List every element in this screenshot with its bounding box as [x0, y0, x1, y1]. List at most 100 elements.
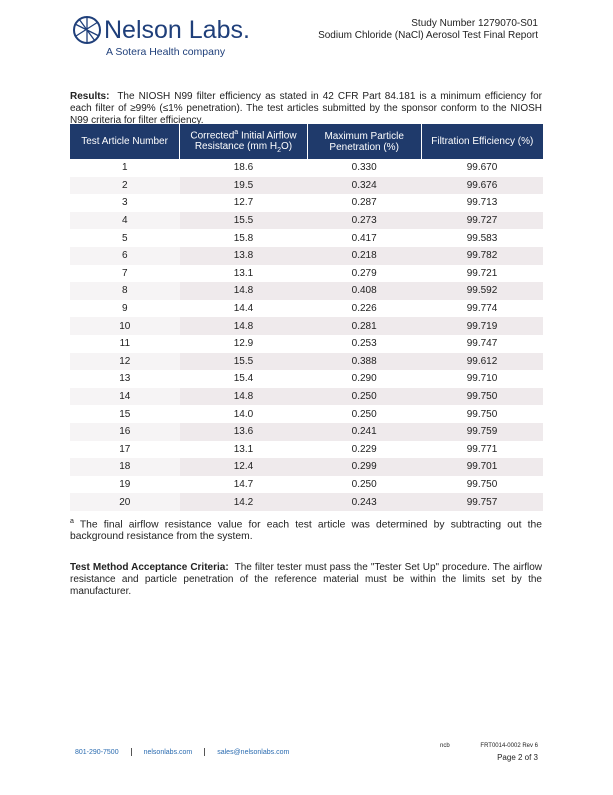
table-cell: 99.719 — [421, 317, 543, 335]
footer-contacts: 801-290-7500 nelsonlabs.com sales@nelsonla… — [75, 748, 289, 756]
header-text: Test Article Number — [81, 136, 168, 147]
table-row: 10 14.8 0.281 99.719 — [70, 317, 543, 335]
table-cell: 13.6 — [179, 422, 308, 441]
study-number: Study Number 1279070-S01 — [411, 18, 538, 29]
logo-text: Nelson Labs. — [104, 16, 250, 44]
criteria-label: Test Method Acceptance Criteria: — [70, 562, 229, 573]
table-cell: 10 — [70, 317, 180, 335]
separator — [130, 748, 132, 756]
table-cell: 0.287 — [351, 197, 377, 209]
table-cell: 4 — [70, 211, 180, 230]
table-row: 18 12.4 0.299 99.701 — [70, 458, 543, 476]
table-cell: 0.229 — [351, 443, 377, 455]
table-cell: 99.583 — [466, 232, 498, 244]
header-text: 2 — [277, 147, 281, 155]
table-row: 15 14.0 0.250 99.750 — [70, 405, 543, 423]
table-cell: 0.218 — [307, 246, 422, 265]
table-cell: 99.670 — [466, 162, 498, 174]
footnote-text: The final airflow resistance value for e… — [70, 519, 542, 543]
table-cell: 20 — [70, 493, 180, 511]
table-cell: 0.250 — [351, 408, 377, 420]
table-cell: 99.592 — [421, 282, 543, 300]
table-cell: 14.8 — [179, 317, 308, 335]
table-row: 7 13.1 0.279 99.721 — [70, 265, 543, 283]
table-row: 13 15.4 0.290 99.710 — [70, 370, 543, 388]
table-cell: 18.6 — [233, 162, 254, 174]
table-row: 3 12.7 0.287 99.713 — [70, 194, 543, 212]
column-header: Correcteda Initial Airflow Resistance (m… — [179, 124, 308, 159]
initials: ncb — [440, 743, 450, 749]
table-row: 12 15.5 0.388 99.612 — [70, 352, 543, 371]
column-header: Test Article Number — [70, 124, 180, 159]
header-text: O) — [280, 141, 293, 153]
table-row: 11 12.9 0.253 99.747 — [70, 335, 543, 353]
table-row: 16 13.6 0.241 99.759 — [70, 422, 543, 441]
header-text: Filtration Efficiency (%) — [431, 136, 534, 147]
separator — [204, 748, 206, 756]
table-cell: 19 — [119, 478, 131, 490]
results-text: The NIOSH N99 filter efficiency as state… — [70, 91, 542, 126]
table-cell: 0.330 — [351, 162, 377, 174]
table-row: 2 19.5 0.324 99.676 — [70, 176, 543, 195]
table-cell: 99.710 — [466, 373, 498, 385]
table-cell: 0.226 — [351, 303, 377, 315]
table-cell: 99.757 — [421, 493, 543, 511]
table-cell: 2 — [70, 176, 180, 195]
table-row: 1 18.6 0.330 99.670 — [70, 159, 543, 177]
table-row: 8 14.8 0.408 99.592 — [70, 282, 543, 300]
table-cell: 99.774 — [466, 303, 498, 315]
table-cell: 0.290 — [351, 373, 377, 385]
table-cell: 99.771 — [466, 443, 498, 455]
table-row: 6 13.8 0.218 99.782 — [70, 246, 543, 265]
table-row: 19 14.7 0.250 99.750 — [70, 476, 543, 494]
results-table: Test Article Number Correcteda Initial Ai… — [70, 124, 543, 511]
table-cell: 99.759 — [421, 422, 543, 441]
table-row: 17 13.1 0.229 99.771 — [70, 441, 543, 459]
phone: 801-290-7500 — [75, 748, 119, 756]
table-cell: 0.299 — [307, 458, 422, 476]
table-cell: 6 — [70, 246, 180, 265]
form-number: FRT0014-0002 Rev 6 — [480, 743, 538, 749]
results: Results: The NIOSH N99 filter efficiency… — [70, 91, 542, 127]
table-cell: 15 — [119, 408, 131, 420]
table-cell: 99.782 — [421, 246, 543, 265]
table-row: 14 14.8 0.250 99.750 — [70, 387, 543, 406]
table-cell: 99.750 — [466, 408, 498, 420]
table-cell: 14 — [70, 387, 180, 406]
table-row: 5 15.8 0.417 99.583 — [70, 229, 543, 247]
table-cell: 0.388 — [307, 352, 422, 371]
website: nelsonlabs.com — [143, 748, 193, 756]
table-cell: 0.417 — [351, 232, 377, 244]
table-cell: 14.0 — [233, 408, 254, 420]
header-text: a — [234, 128, 239, 136]
table-cell: 15.5 — [179, 352, 308, 371]
table-cell: 0.408 — [307, 282, 422, 300]
table-cell: 7 — [122, 267, 128, 279]
table-cell: 5 — [122, 232, 128, 244]
table-cell: 14.8 — [179, 387, 308, 406]
table-cell: 0.253 — [351, 338, 377, 350]
table-row: 4 15.5 0.273 99.727 — [70, 211, 543, 230]
table-cell: 12.9 — [233, 338, 254, 350]
table-cell: 99.701 — [421, 458, 543, 476]
table-cell: 9 — [122, 303, 128, 315]
logo-icon — [73, 16, 101, 44]
column-header: Filtration Efficiency (%) — [420, 124, 543, 159]
email: sales@nelsonlabs.com — [217, 748, 290, 756]
footnote-marker: a — [70, 518, 74, 525]
table-cell: 14.2 — [179, 493, 308, 511]
table-cell: 0.250 — [307, 387, 422, 406]
table-cell: 18 — [70, 458, 180, 476]
table-cell: 8 — [70, 282, 180, 300]
table-cell: 99.750 — [466, 478, 498, 490]
table-cell: 19.5 — [179, 176, 308, 195]
table-cell: 0.241 — [307, 422, 422, 441]
table-cell: 15.8 — [233, 232, 254, 244]
table-cell: 13.8 — [179, 246, 308, 265]
table-cell: 99.750 — [421, 387, 543, 406]
table-cell: 14.8 — [179, 282, 308, 300]
column-header: Maximum Particle Penetration (%) — [306, 124, 422, 159]
footnote: a The final airflow resistance value for… — [70, 516, 542, 543]
table-row: 20 14.2 0.243 99.757 — [70, 493, 543, 511]
